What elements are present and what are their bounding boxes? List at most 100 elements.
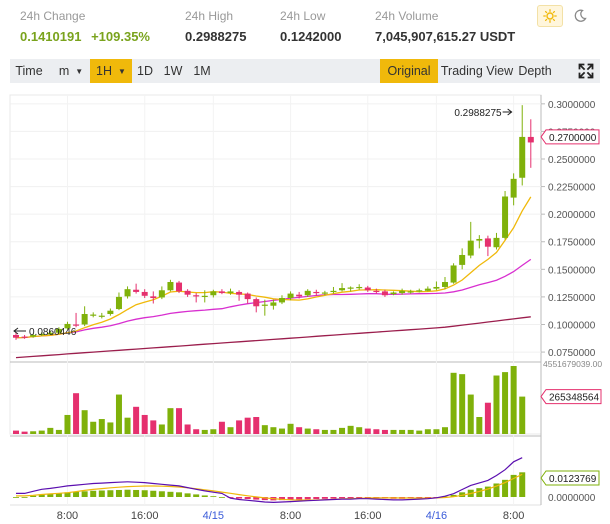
volume-bar — [278, 428, 285, 434]
candle-body — [176, 282, 183, 292]
theme-toggle — [537, 5, 595, 27]
volume-bar — [261, 425, 268, 434]
candle-body — [236, 291, 243, 295]
macd-hist-bar — [38, 494, 45, 497]
volume-bar — [115, 394, 122, 434]
candle-body — [98, 315, 105, 317]
macd-hist-bar — [30, 495, 37, 497]
candle-body — [21, 336, 28, 338]
candle-body — [519, 136, 526, 178]
macd-hist-bar — [278, 497, 285, 501]
macd-hist-bar — [167, 491, 174, 497]
minute-dropdown[interactable]: m ▼ — [52, 59, 90, 83]
candle-body — [510, 178, 517, 198]
macd-hist-bar — [133, 489, 140, 497]
volume-bar — [158, 424, 165, 434]
chart-toolbar: Time m ▼ 1H ▼ 1D 1W 1M Original Trading Vi… — [10, 59, 600, 83]
candlesticks — [13, 105, 534, 340]
original-view-button[interactable]: Original — [380, 59, 438, 83]
fullscreen-icon[interactable] — [578, 63, 594, 79]
candle-body — [167, 282, 174, 291]
volume-bar — [433, 429, 440, 434]
interval-1m-button[interactable]: 1M — [193, 64, 211, 78]
candle-body — [55, 328, 62, 333]
volume-bar — [347, 425, 354, 434]
volume-bar — [13, 430, 19, 434]
macd-hist-bar — [201, 495, 208, 497]
volume-bar — [21, 431, 28, 434]
candle-body — [253, 299, 260, 307]
stat-24h-high: 24h High 0.2988275 — [185, 8, 246, 46]
macd-hist-bar — [158, 491, 165, 497]
macd-hist-bar — [13, 497, 19, 498]
volume-bar — [287, 423, 294, 434]
volume-bar — [210, 429, 217, 434]
macd-hist-bar — [236, 497, 243, 499]
volume-bar — [304, 428, 311, 434]
macd-hist-bar — [184, 493, 191, 497]
candle-body — [330, 290, 337, 293]
macd-hist-bar — [244, 497, 251, 500]
time-tick-label: 16:00 — [354, 510, 382, 522]
volume-bar — [339, 427, 346, 434]
volume-bar — [98, 419, 105, 434]
volume-bar — [407, 429, 414, 434]
candle-body — [261, 304, 268, 306]
candle-body — [73, 324, 80, 326]
price-tick-label: 0.0750000 — [548, 348, 596, 359]
volume-bar — [193, 429, 200, 434]
market-stats: 24h Change 0.1410191 +109.35% 24h High 0… — [0, 0, 610, 56]
candle-body — [270, 302, 277, 306]
price-chart[interactable]: 0.30000000.27500000.25000000.22500000.20… — [0, 88, 610, 524]
macd-hist-bar — [90, 490, 97, 497]
candle-body — [218, 291, 225, 294]
stat-label: 24h Low — [280, 9, 326, 23]
volume-bar — [107, 422, 114, 434]
stat-value: 0.1242000 — [280, 29, 342, 44]
candle-body — [184, 290, 191, 295]
candle-body — [244, 293, 251, 300]
candle-body — [442, 282, 448, 287]
moon-icon[interactable] — [567, 5, 593, 27]
caret-down-icon: ▼ — [118, 67, 126, 76]
arrow-icon — [502, 108, 513, 116]
candle-body — [210, 291, 217, 296]
candle-body — [193, 295, 200, 297]
candle-body — [381, 291, 388, 296]
macd-hist-bar — [176, 492, 183, 497]
macd-hist-bar — [330, 497, 337, 499]
macd-hist-bar — [296, 497, 303, 500]
candle-body — [321, 292, 328, 294]
volume-bar — [424, 429, 431, 434]
candle-body — [47, 332, 54, 335]
high-label: 0.2988275 — [454, 108, 502, 119]
price-tick-label: 0.1250000 — [548, 293, 596, 304]
interval-1w-button[interactable]: 1W — [163, 64, 183, 78]
macd-hist-bar — [55, 493, 62, 497]
volume-bar — [236, 420, 243, 434]
interval-1d-button[interactable]: 1D — [137, 64, 153, 78]
macd-hist-bar — [150, 490, 157, 497]
volume-bar — [64, 414, 71, 434]
depth-button[interactable]: Depth — [518, 64, 552, 78]
price-tick-label: 0.2500000 — [548, 155, 596, 166]
volume-bar — [47, 427, 54, 434]
low-label: 0.0860446 — [29, 327, 77, 338]
candle-body — [30, 334, 37, 337]
volume-bar — [201, 429, 208, 434]
candle-body — [278, 298, 285, 303]
macd-zero-label: 0.0000000 — [548, 493, 596, 504]
change-percent: +109.35% — [91, 29, 150, 44]
stat-label: 24h Volume — [375, 9, 439, 23]
macd-hist-bar — [459, 492, 466, 497]
candle-body — [416, 290, 423, 292]
interval-dropdown[interactable]: 1H ▼ — [90, 59, 132, 83]
tradingview-button[interactable]: Trading View — [440, 64, 514, 78]
time-tick-label: 8:00 — [503, 510, 524, 522]
sun-icon[interactable] — [537, 5, 563, 27]
macd-hist-bar — [124, 489, 131, 497]
time-button[interactable]: Time — [15, 64, 43, 78]
volume-bar — [253, 417, 260, 434]
volume-bar — [218, 421, 225, 434]
candle-body — [38, 333, 45, 336]
